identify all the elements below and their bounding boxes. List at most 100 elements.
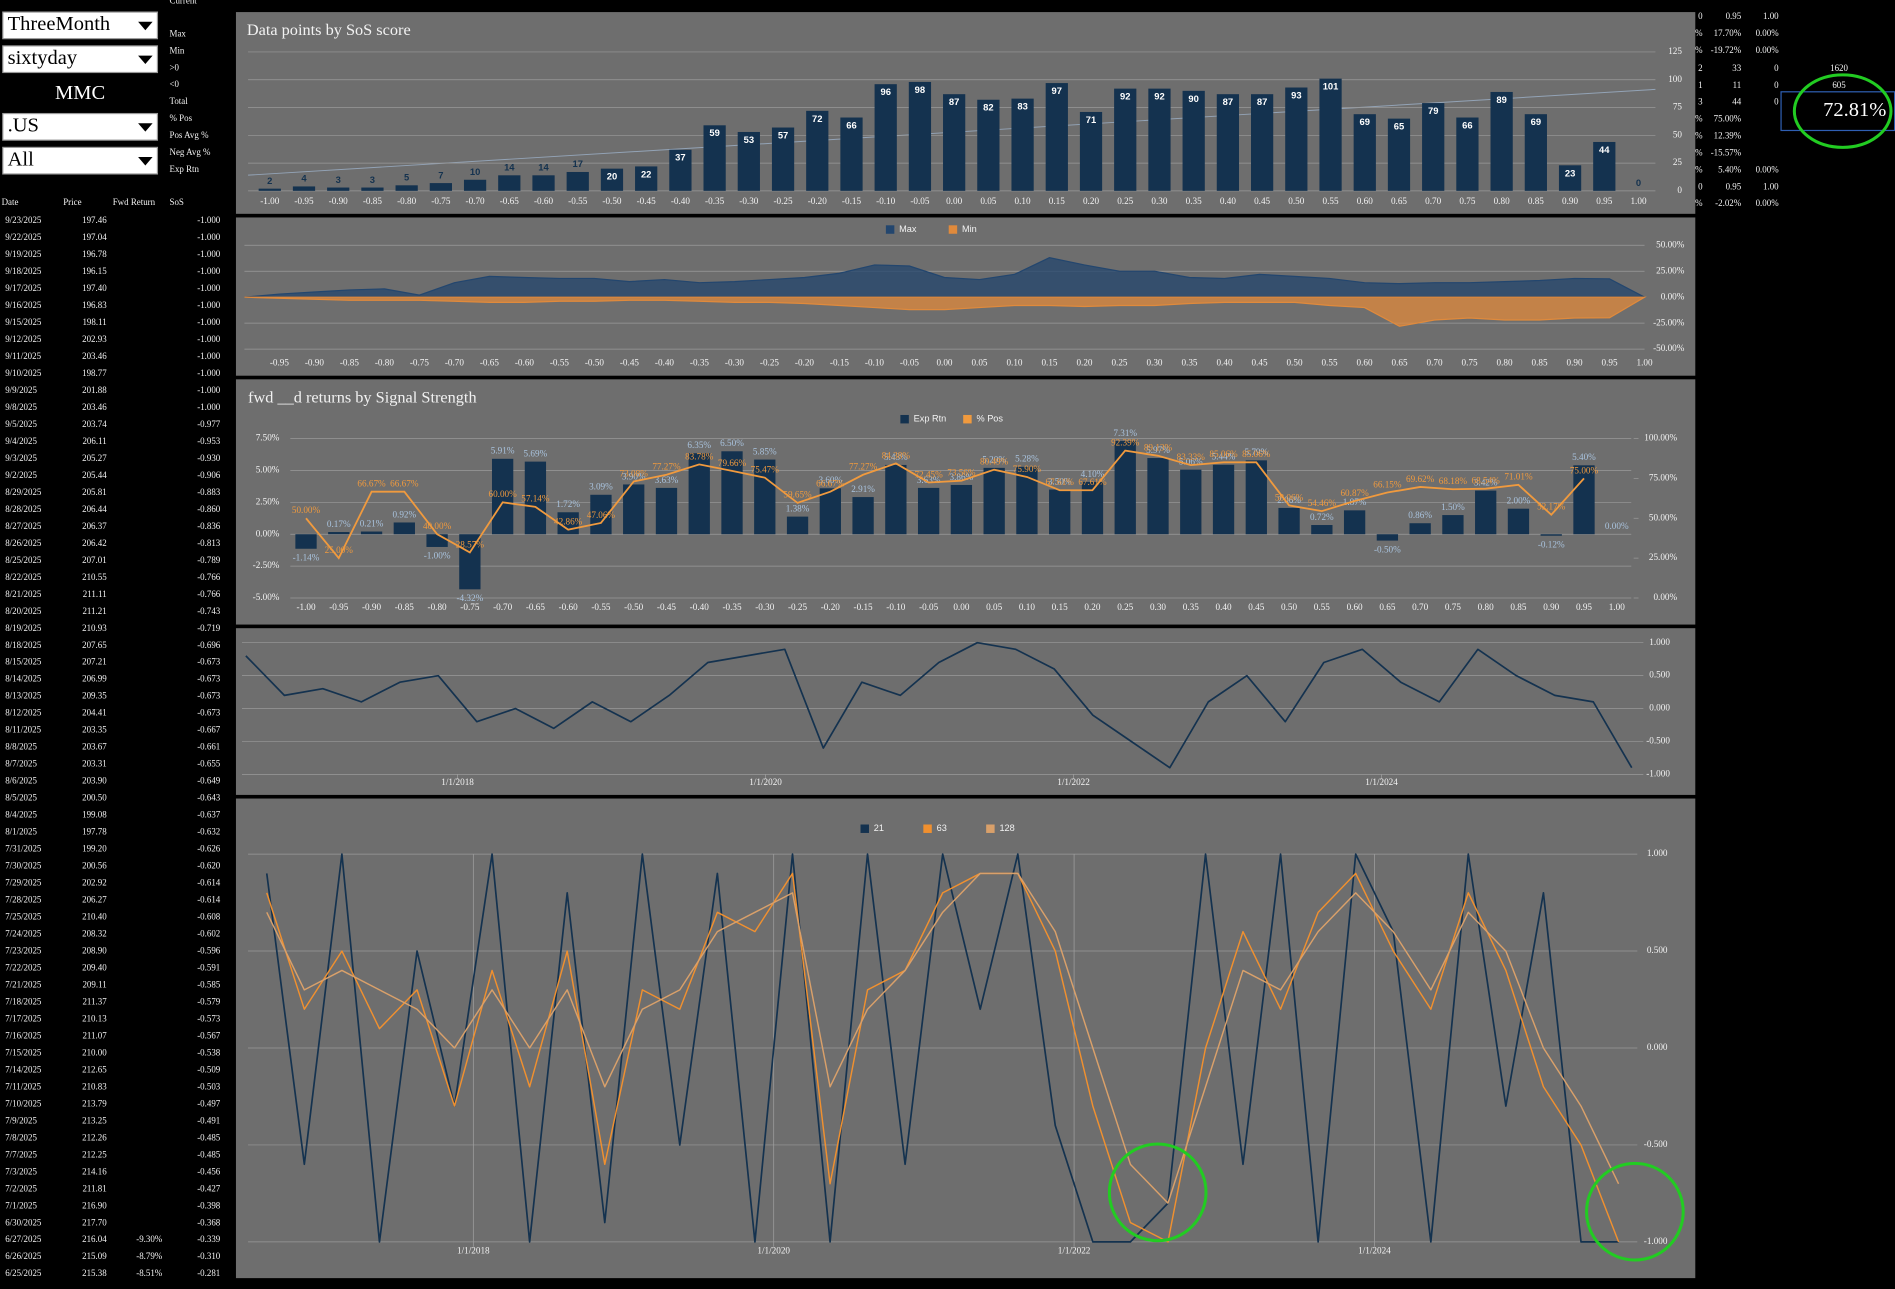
stat-cell: 5.40% xyxy=(1718,164,1742,174)
annotation-circle xyxy=(1792,73,1893,149)
data-label: 5.69% xyxy=(524,448,548,458)
y2-tick-label: 25.00% xyxy=(1649,552,1678,562)
bar xyxy=(426,534,448,547)
x-tick-label: -0.30 xyxy=(725,358,745,368)
table-cell: 196.83 xyxy=(82,300,107,310)
annotation-circle xyxy=(1107,1142,1208,1243)
y-tick-label: 1.000 xyxy=(1649,637,1670,647)
table-cell: -0.667 xyxy=(197,725,221,735)
data-label: 0.00% xyxy=(1605,521,1629,531)
table-cell: 6/27/2025 xyxy=(5,1234,42,1244)
bar xyxy=(1387,118,1411,191)
data-label: 6.35% xyxy=(687,440,711,450)
data-label: 6.50% xyxy=(720,438,744,448)
x-tick-label: -0.10 xyxy=(886,602,906,612)
table-cell: 198.77 xyxy=(82,368,107,378)
x-tick-label: 0.85 xyxy=(1528,196,1544,206)
x-tick-label: 0.25 xyxy=(1117,602,1133,612)
area xyxy=(244,296,1647,327)
x-tick-label: -0.80 xyxy=(397,196,417,206)
stat-label: Pos Avg % xyxy=(170,130,210,140)
x-tick-label: 0.55 xyxy=(1321,358,1337,368)
bar xyxy=(532,175,555,191)
stat-cell: 0.95 xyxy=(1726,11,1742,21)
bar xyxy=(655,487,678,535)
dropdown[interactable] xyxy=(2,112,159,141)
y-tick-label: 1.000 xyxy=(1647,848,1668,858)
chart-title: Data points by SoS score xyxy=(247,20,411,39)
dropdown-label[interactable]: .US xyxy=(8,115,39,137)
table-cell: 8/20/2025 xyxy=(5,606,42,616)
data-label: 82 xyxy=(983,102,993,113)
dropdown-arrow[interactable] xyxy=(138,55,153,65)
dropdown-arrow[interactable] xyxy=(138,123,153,132)
x-tick-label: 0.60 xyxy=(1356,358,1372,368)
dropdown-label[interactable]: ThreeMonth xyxy=(8,13,111,35)
table-cell: 211.11 xyxy=(83,589,107,599)
bar xyxy=(1079,111,1103,191)
stat-cell: % xyxy=(1695,114,1703,124)
dropdown-label[interactable]: All xyxy=(8,148,35,170)
stat-cell: -2.02% xyxy=(1715,198,1742,208)
x-tick-label: -0.55 xyxy=(591,602,611,612)
data-label: 3.63% xyxy=(655,475,679,485)
table-cell: -0.649 xyxy=(197,776,221,786)
x-tick-label: -0.35 xyxy=(690,358,710,368)
table-cell: 206.37 xyxy=(82,521,107,531)
data-label: 5.85% xyxy=(753,446,777,456)
x-tick-label: -0.25 xyxy=(773,196,793,206)
table-cell: -0.673 xyxy=(197,674,221,684)
table-cell: 210.93 xyxy=(82,623,107,633)
dropdown-arrow[interactable] xyxy=(138,157,153,166)
stat-cell: 2 xyxy=(1698,63,1702,73)
x-tick-label: 0.05 xyxy=(980,196,996,206)
table-header: Date xyxy=(2,197,19,207)
x-tick-label: -0.45 xyxy=(637,196,657,206)
x-tick-label: -0.50 xyxy=(624,602,644,612)
x-tick-label: -0.30 xyxy=(755,602,775,612)
table-cell: 216.04 xyxy=(82,1234,107,1244)
table-cell: 8/26/2025 xyxy=(5,538,42,548)
table-cell: 7/18/2025 xyxy=(5,996,42,1006)
bar xyxy=(393,522,415,535)
x-tick-label: 0.30 xyxy=(1151,196,1167,206)
x-tick-label: -0.55 xyxy=(568,196,588,206)
stat-cell: 0.00% xyxy=(1756,164,1780,174)
bar xyxy=(1045,83,1068,191)
table-cell: 6/26/2025 xyxy=(5,1251,42,1261)
bar xyxy=(1081,481,1104,535)
table-cell: 8/29/2025 xyxy=(5,487,42,497)
table-cell: 206.27 xyxy=(82,895,107,905)
table-cell: 7/24/2025 xyxy=(5,929,42,939)
stat-label: >0 xyxy=(170,62,180,72)
x-tick-label: 0.75 xyxy=(1445,602,1461,612)
x-tick-label: 0.00 xyxy=(953,602,969,612)
dropdown[interactable] xyxy=(2,45,159,74)
dropdown[interactable] xyxy=(2,11,159,40)
table-cell: -0.573 xyxy=(197,1013,221,1023)
stat-cell: 1.00 xyxy=(1763,181,1779,191)
table-cell: -1.000 xyxy=(197,249,221,259)
table-cell: -0.614 xyxy=(197,878,221,888)
data-label: 47.06% xyxy=(587,510,616,520)
bar xyxy=(786,516,809,535)
table-cell: -0.591 xyxy=(197,962,220,972)
data-label: 89 xyxy=(1496,94,1506,105)
data-label: 1.38% xyxy=(786,503,810,513)
x-tick-label: 0.00 xyxy=(946,196,962,206)
x-tick-label: 1/1/2018 xyxy=(441,777,474,787)
data-label: 1.87% xyxy=(1343,497,1367,507)
table-cell: 197.78 xyxy=(82,827,107,837)
data-label: 87 xyxy=(1223,96,1233,107)
table-cell: -0.620 xyxy=(197,861,221,871)
x-tick-label: 0.35 xyxy=(1186,196,1202,206)
table-cell: -0.509 xyxy=(197,1064,221,1074)
data-label: 96 xyxy=(880,86,890,97)
table-cell: -0.579 xyxy=(197,996,221,1006)
dropdown-label[interactable]: sixtyday xyxy=(8,47,78,69)
legend-swatch xyxy=(948,225,958,234)
dropdown[interactable] xyxy=(2,146,159,175)
bar xyxy=(429,183,452,191)
table-cell: 9/11/2025 xyxy=(5,351,41,361)
dropdown-arrow[interactable] xyxy=(138,21,153,31)
